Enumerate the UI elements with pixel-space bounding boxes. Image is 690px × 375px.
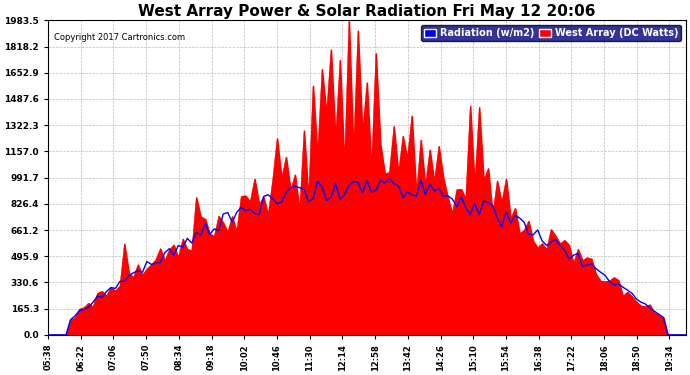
- Title: West Array Power & Solar Radiation Fri May 12 20:06: West Array Power & Solar Radiation Fri M…: [138, 4, 595, 19]
- Text: Copyright 2017 Cartronics.com: Copyright 2017 Cartronics.com: [55, 33, 186, 42]
- Legend: Radiation (w/m2), West Array (DC Watts): Radiation (w/m2), West Array (DC Watts): [422, 25, 681, 41]
